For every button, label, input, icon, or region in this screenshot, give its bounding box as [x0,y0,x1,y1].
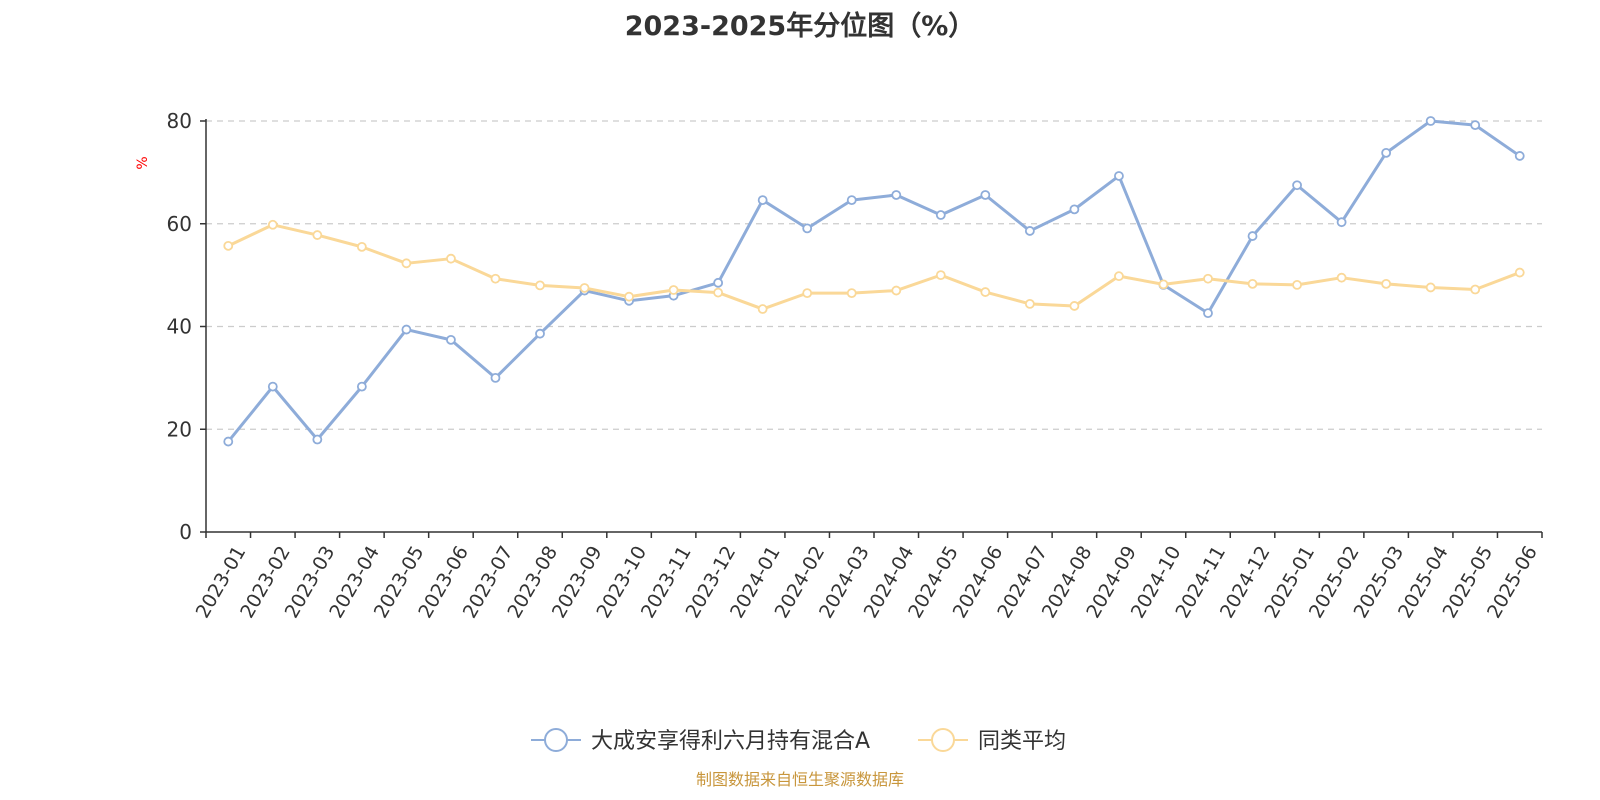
data-point [1069,301,1080,311]
data-point [891,285,902,296]
data-point [935,210,946,220]
data-point [1425,116,1436,126]
data-point [713,277,724,288]
y-tick-label: 0 [179,520,192,544]
data-point [401,324,412,335]
data-point [579,283,590,293]
data-point [1336,272,1347,283]
y-tick-label: 20 [167,417,192,441]
data-point [891,190,902,200]
axes: 0204060802023-012023-022023-032023-04202… [167,109,1543,622]
y-tick-label: 40 [167,315,192,339]
data-point [1114,271,1124,282]
data-point [446,253,456,264]
series [223,116,1525,447]
data-point [668,285,679,295]
data-point [535,280,545,291]
series-line [227,223,1521,311]
data-point [980,190,991,200]
data-point [223,436,234,447]
data-point [1069,204,1080,215]
data-point [1425,282,1436,293]
data-point [1158,279,1169,290]
y-tick-label: 60 [167,212,192,236]
data-point [624,291,634,302]
data-point [1381,147,1392,158]
data-point [446,334,456,345]
data-point [490,372,501,383]
data-point [757,304,768,314]
data-point [846,195,857,206]
data-source-footer: 制图数据来自恒生聚源数据库 [695,770,904,789]
data-point [1114,171,1124,181]
data-point [535,328,545,339]
data-point [312,230,323,240]
data-point [757,195,768,206]
data-point [401,258,412,269]
data-point [1247,231,1258,241]
series-0 [223,116,1525,447]
legend: 大成安享得利六月持有混合A 同类平均 [531,728,1066,754]
data-point [1292,180,1302,191]
data-point [1470,284,1481,295]
grid-lines [206,120,1542,430]
data-point [935,270,946,281]
data-point [223,240,234,251]
chart-title: 2023-2025年分位图（%） [624,11,976,42]
data-point [312,434,323,445]
data-point [356,241,367,252]
data-point [356,381,367,392]
data-point [1024,298,1035,309]
y-axis-label: % [135,156,151,169]
data-point [802,288,813,299]
data-point [1247,278,1258,289]
data-point [1381,278,1392,289]
legend-item: 大成安享得利六月持有混合A [531,728,870,754]
data-point [1024,226,1035,236]
series-1 [223,219,1525,314]
series-line [227,119,1521,443]
y-tick-label: 80 [167,109,192,133]
data-point [1203,273,1213,284]
legend-label: 大成安享得利六月持有混合A [591,729,870,754]
data-point [490,273,501,284]
data-point [1514,151,1525,161]
legend-item: 同类平均 [918,728,1066,754]
legend-marker [931,728,955,752]
data-point [802,223,813,234]
data-point [267,381,278,392]
data-point [980,287,991,297]
data-point [1203,308,1213,319]
legend-marker [544,728,568,752]
data-point [713,287,724,298]
data-point [267,219,278,230]
data-point [846,288,857,299]
data-point [1336,217,1347,228]
data-point [1470,120,1481,131]
data-point [1514,267,1525,278]
legend-label: 同类平均 [978,729,1066,754]
data-point [1292,279,1302,290]
